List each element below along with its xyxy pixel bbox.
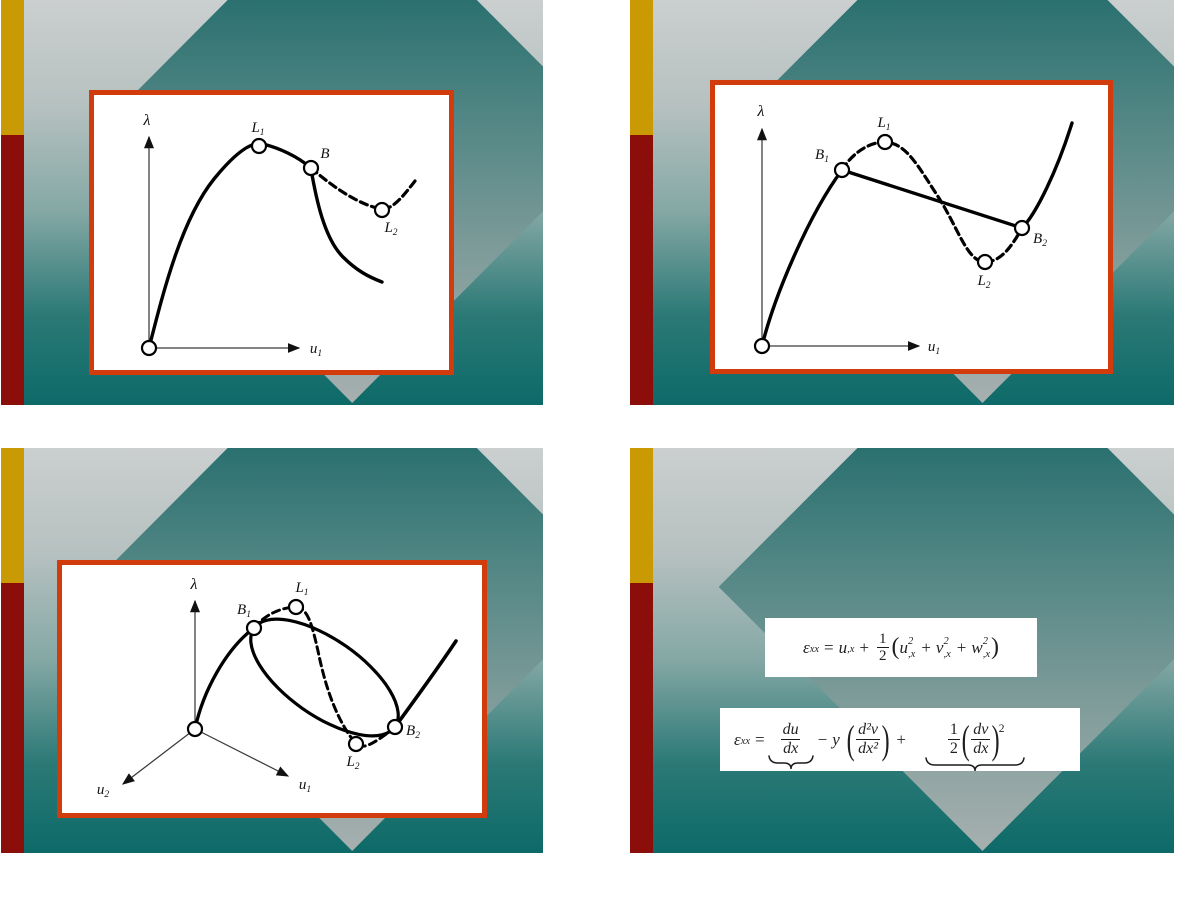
accent-bar-gold bbox=[1, 448, 24, 583]
svg-text:L2: L2 bbox=[976, 273, 990, 291]
figure-limit-points: λ u1 L1 B L2 bbox=[140, 112, 417, 359]
figure-panel-bifurcation: λ u1 B1 L1 B2 L2 bbox=[710, 80, 1113, 374]
svg-text:L1: L1 bbox=[294, 580, 308, 598]
svg-text:B: B bbox=[320, 146, 329, 162]
svg-text:u2: u2 bbox=[97, 782, 110, 800]
eq1-sub-xx: xx bbox=[809, 644, 820, 655]
figure-panel-limit-points: λ u1 L1 B L2 bbox=[89, 90, 454, 375]
slide-2[interactable]: λ u1 B1 L1 B2 L2 bbox=[630, 0, 1174, 405]
eq1-plus-2: + bbox=[921, 637, 931, 657]
eq2-epsilon: ε bbox=[734, 729, 741, 749]
slide-3[interactable]: λ u2 u1 B1 L1 B2 L2 bbox=[1, 448, 543, 853]
eq1-w: w bbox=[971, 637, 983, 657]
svg-text:B2: B2 bbox=[406, 723, 420, 741]
eq1-u-sub: ,x bbox=[847, 644, 855, 655]
eq1-plus-3: + bbox=[956, 637, 967, 657]
eq2-d2v-fraction: d²v dx² bbox=[856, 721, 880, 757]
svg-text:u1: u1 bbox=[928, 339, 940, 357]
eq2-plus: + bbox=[896, 729, 906, 749]
eq1-equals: = bbox=[824, 637, 834, 657]
accent-bar-gold bbox=[630, 448, 653, 583]
underbrace-icon bbox=[767, 754, 814, 769]
eq1-u: u bbox=[838, 637, 848, 657]
eq1-lparen: ( bbox=[891, 633, 900, 660]
eq2-minus: − bbox=[817, 729, 828, 749]
accent-bar-maroon bbox=[1, 583, 24, 853]
svg-text:B1: B1 bbox=[237, 602, 251, 620]
accent-bar-gold bbox=[1, 0, 24, 135]
figure-bifurcation: λ u1 B1 L1 B2 L2 bbox=[753, 103, 1074, 357]
svg-text:λ: λ bbox=[757, 103, 765, 120]
eq1-plus-1: + bbox=[859, 637, 870, 657]
eq2-bigparen-right-2: ) bbox=[992, 716, 1001, 762]
term-du-dx: du dx bbox=[767, 721, 814, 769]
svg-text:u1: u1 bbox=[299, 777, 311, 795]
figure-panel-3d-bifurcation: λ u2 u1 B1 L1 B2 L2 bbox=[57, 560, 487, 818]
eq1-rparen: ) bbox=[990, 633, 999, 660]
accent-bar-maroon bbox=[630, 583, 653, 853]
eq2-equals: = bbox=[755, 729, 765, 749]
eq1-u2: u bbox=[899, 637, 909, 657]
accent-bar-maroon bbox=[630, 135, 653, 405]
svg-text:λ: λ bbox=[190, 576, 198, 593]
eq1-epsilon: ε bbox=[803, 637, 810, 657]
svg-text:λ: λ bbox=[143, 112, 151, 129]
eq2-bigparen-left-2: ( bbox=[961, 716, 970, 762]
svg-text:L2: L2 bbox=[383, 220, 397, 238]
eq2-dvdx-fraction: dv dx bbox=[971, 721, 991, 757]
eq2-bigparen-left-1: ( bbox=[846, 716, 855, 762]
svg-text:L1: L1 bbox=[250, 120, 264, 138]
eq2-outer-squared: 2 bbox=[998, 723, 1005, 736]
svg-text:L1: L1 bbox=[876, 115, 890, 133]
svg-text:B1: B1 bbox=[815, 147, 829, 165]
underbrace-icon bbox=[924, 756, 1025, 771]
slide-1[interactable]: λ u1 L1 B L2 bbox=[1, 0, 543, 405]
svg-text:B2: B2 bbox=[1033, 231, 1047, 249]
eq1-v-scripts: 2 ,x bbox=[943, 636, 951, 660]
svg-text:L2: L2 bbox=[345, 754, 359, 772]
accent-bar-maroon bbox=[1, 135, 24, 405]
eq1-v: v bbox=[935, 637, 944, 657]
eq2-sub-xx: xx bbox=[740, 736, 751, 747]
eq2-y: y bbox=[832, 729, 840, 749]
eq2-dudx-fraction: du dx bbox=[781, 721, 801, 757]
svg-text:u1: u1 bbox=[310, 341, 322, 359]
figure-3d-bifurcation: λ u2 u1 B1 L1 B2 L2 bbox=[97, 576, 458, 800]
eq1-w-scripts: 2 ,x bbox=[982, 636, 990, 660]
accent-bar-gold bbox=[630, 0, 653, 135]
eq2-bigparen-right-1: ) bbox=[881, 716, 890, 762]
eq1-u2-scripts: 2 ,x bbox=[908, 636, 916, 660]
